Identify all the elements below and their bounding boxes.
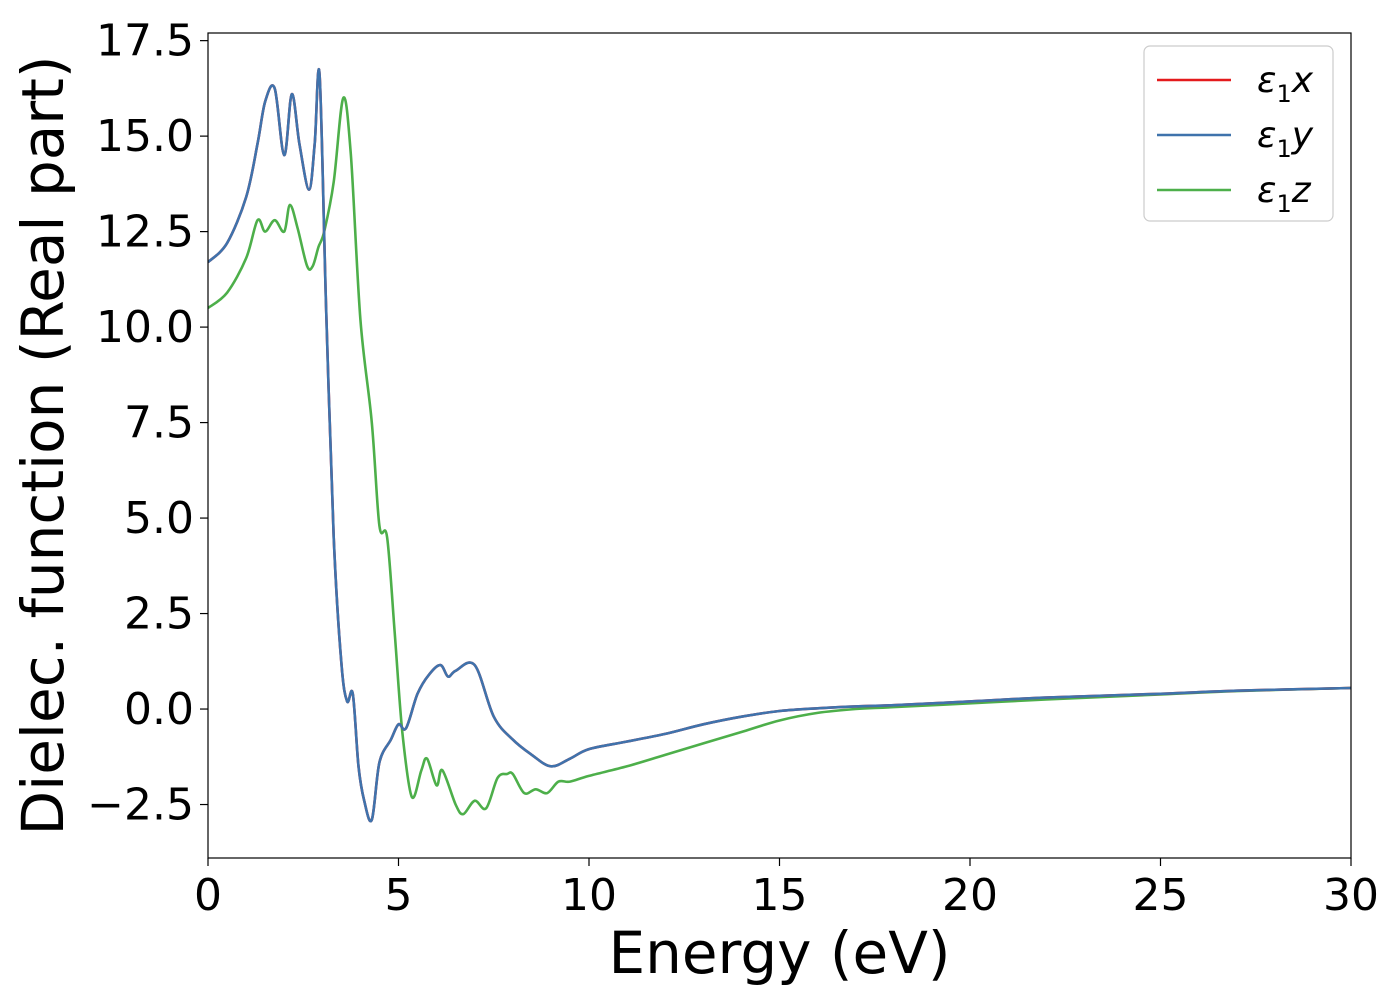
y-tick-label: 10.0 [96, 302, 194, 353]
legend-subscript: 1 [1276, 80, 1291, 108]
y-tick-label: 2.5 [124, 589, 194, 640]
y-tick-label: 12.5 [96, 207, 194, 258]
x-tick-label: 5 [385, 870, 413, 921]
legend-variable: z [1291, 170, 1312, 211]
y-tick-label: 15.0 [96, 111, 194, 162]
legend-symbol: ε [1257, 115, 1276, 156]
y-tick-label: −2.5 [87, 780, 194, 831]
y-tick-label: 5.0 [124, 493, 194, 544]
x-tick-label: 0 [194, 870, 222, 921]
legend-subscript: 1 [1276, 135, 1291, 163]
legend-symbol: ε [1257, 170, 1276, 211]
legend-subscript: 1 [1276, 190, 1291, 218]
series-line-z [208, 96, 1351, 816]
series-line-y [208, 67, 1351, 823]
series-layer [208, 67, 1351, 823]
x-axis-ticks: 0 5 10 15 20 25 30 [194, 858, 1379, 921]
y-tick-label: 7.5 [124, 398, 194, 449]
legend-label-x: ε1x [1257, 60, 1314, 108]
y-tick-label: 0.0 [124, 684, 194, 735]
legend-symbol: ε [1257, 60, 1276, 101]
legend-box [1143, 45, 1334, 222]
y-axis-title: Dielec. function (Real part) [9, 55, 77, 835]
x-axis-title: Energy (eV) [608, 919, 950, 987]
legend-variable: x [1291, 60, 1314, 101]
x-tick-label: 30 [1323, 870, 1379, 921]
legend-variable: y [1291, 115, 1314, 156]
x-tick-label: 10 [561, 870, 617, 921]
y-tick-label: 17.5 [96, 16, 194, 67]
y-axis-ticks: −2.5 0.0 2.5 5.0 7.5 10.0 12.5 15.0 17.5 [87, 16, 208, 831]
legend-label-z: ε1z [1257, 170, 1312, 218]
x-tick-label: 25 [1133, 870, 1189, 921]
x-tick-label: 15 [752, 870, 808, 921]
legend-label-y: ε1y [1257, 115, 1314, 163]
x-tick-label: 20 [942, 870, 998, 921]
